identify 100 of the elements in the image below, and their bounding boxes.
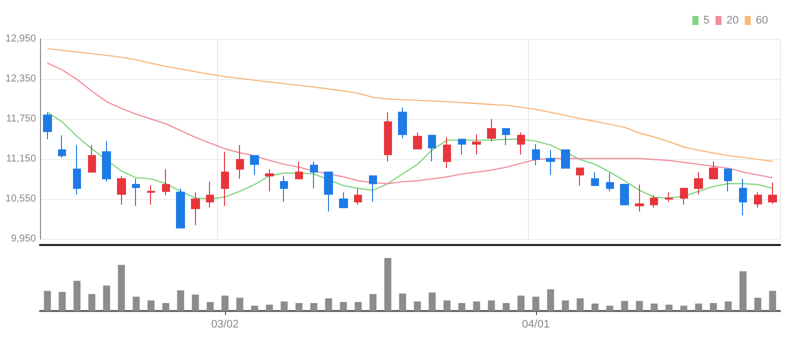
bar	[58, 292, 66, 311]
bar	[354, 302, 362, 311]
candlestick	[162, 168, 170, 196]
bar	[621, 300, 628, 311]
candlestick	[176, 188, 185, 228]
x-tick-label: 04/01	[522, 318, 550, 330]
candlestick	[532, 144, 540, 166]
y-tick-label: 12,950	[5, 34, 36, 44]
candlestick	[191, 192, 200, 226]
candlestick	[606, 172, 614, 192]
candlestick	[102, 140, 111, 182]
legend-label: 5	[703, 14, 710, 26]
bar	[592, 304, 598, 311]
bar	[502, 303, 510, 311]
candlestick	[324, 172, 333, 212]
bar	[399, 294, 406, 311]
bar	[251, 306, 258, 311]
candlestick	[250, 155, 259, 176]
candlestick	[369, 175, 377, 202]
candlestick	[680, 188, 688, 206]
candlestick	[620, 183, 629, 206]
bar	[74, 280, 80, 311]
bar	[148, 300, 154, 311]
candlestick	[117, 175, 126, 206]
y-tick-label: 9,950	[10, 234, 36, 244]
bar	[532, 296, 540, 311]
candlestick	[754, 192, 762, 208]
bar	[769, 290, 776, 311]
bar	[695, 304, 702, 311]
bar	[636, 300, 643, 311]
bar	[384, 258, 392, 311]
bar	[518, 296, 524, 311]
bar	[562, 300, 569, 311]
bar	[754, 298, 762, 311]
bar	[428, 292, 436, 311]
bar	[310, 303, 318, 311]
legend-label: 20	[726, 14, 739, 26]
bar	[414, 301, 421, 311]
bar	[458, 303, 466, 311]
candlestick	[502, 128, 510, 146]
bar	[473, 301, 480, 311]
candlestick	[650, 194, 658, 208]
bar	[680, 306, 688, 311]
line-series	[46, 62, 774, 184]
candlestick	[132, 178, 140, 206]
candlestick	[280, 175, 288, 202]
bar	[162, 303, 170, 311]
bar	[666, 304, 672, 311]
bar	[606, 306, 614, 311]
bar	[280, 301, 288, 311]
bar	[576, 298, 584, 311]
candlestick	[458, 138, 466, 156]
candlestick	[295, 160, 303, 180]
line-series	[46, 112, 774, 200]
x-tick-label: 03/02	[211, 318, 239, 330]
bar	[88, 294, 96, 311]
candlestick	[724, 168, 732, 192]
bar	[236, 298, 244, 311]
candlestick	[413, 132, 422, 150]
candlestick	[443, 136, 451, 169]
candlestick	[517, 132, 525, 156]
bar	[340, 302, 347, 311]
candlestick	[576, 168, 584, 186]
bar	[266, 304, 273, 311]
candlestick	[709, 160, 718, 180]
candlestick	[147, 185, 155, 206]
bar	[296, 303, 302, 311]
candlestick	[43, 112, 52, 140]
candlestick	[354, 188, 362, 206]
bar	[740, 271, 746, 311]
bar	[370, 294, 376, 311]
bar	[710, 303, 717, 311]
candlestick	[561, 149, 570, 169]
candlestick	[58, 134, 66, 158]
y-tick-label: 10,550	[5, 194, 36, 204]
candlestick	[88, 144, 96, 173]
y-tick-label: 12,350	[5, 74, 36, 84]
candlestick	[487, 118, 496, 142]
bar	[132, 296, 140, 311]
candlestick	[221, 151, 229, 206]
bar	[724, 301, 732, 311]
candlestick	[591, 172, 599, 186]
candlestick	[472, 134, 481, 156]
bar	[488, 300, 495, 311]
candlestick	[384, 112, 392, 162]
candlestick	[206, 181, 214, 208]
bar	[650, 304, 658, 311]
line-series	[46, 48, 774, 162]
legend-label: 60	[756, 14, 768, 26]
bar	[44, 290, 51, 311]
bar	[547, 289, 554, 311]
y-tick-label: 11,750	[6, 114, 36, 124]
bar	[206, 302, 214, 311]
candlestick	[768, 182, 777, 204]
bar	[444, 300, 450, 311]
candlestick	[265, 168, 274, 192]
candlestick	[236, 144, 244, 180]
bar	[177, 290, 184, 311]
candlestick	[694, 172, 703, 195]
y-tick-label: 11,150	[6, 154, 36, 164]
